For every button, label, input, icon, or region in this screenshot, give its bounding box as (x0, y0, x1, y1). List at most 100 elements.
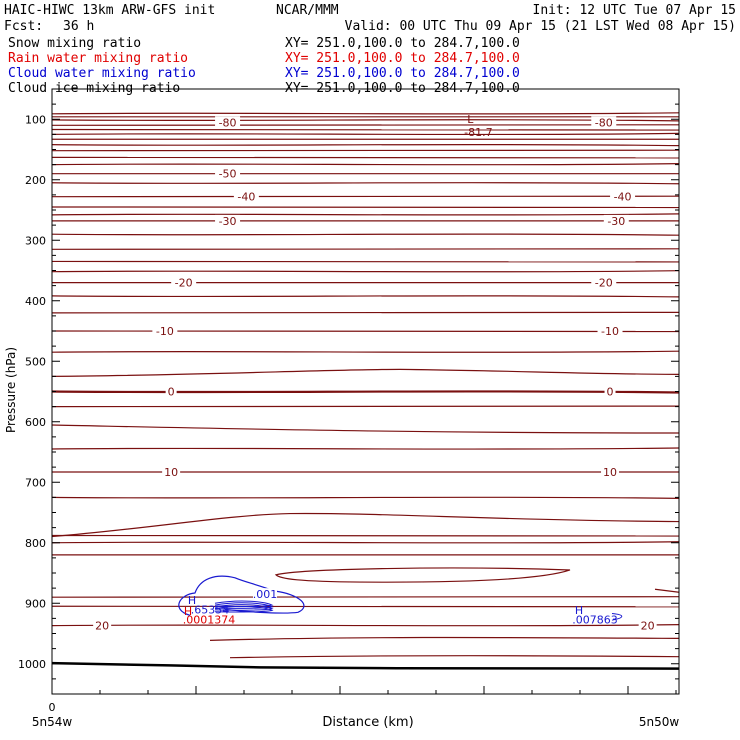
isotherm-line (51, 447, 680, 450)
isotherm-label: 10 (164, 466, 178, 479)
isotherm-line (51, 143, 680, 147)
y-tick-label: 700 (25, 476, 46, 489)
isotherm-label: -30 (219, 215, 237, 228)
isotherm-line (51, 350, 680, 353)
isotherm-line (51, 163, 680, 166)
center-label: NCAR/MMM (276, 3, 339, 18)
isotherm-line (229, 655, 680, 659)
isotherm-line (51, 496, 680, 499)
x-tick-label-0: 0 (49, 701, 56, 714)
field-name-2: Cloud water mixing ratio (8, 66, 196, 81)
isotherm-line (51, 270, 680, 273)
cloud-water-second-max-symbol: H (575, 604, 583, 617)
isotherm-line (51, 541, 680, 544)
isotherm-line (51, 368, 680, 377)
y-tick-label: 600 (25, 416, 46, 429)
x-axis-label: Distance (km) (322, 715, 413, 730)
isotherm-line (51, 128, 680, 131)
isotherm-line (51, 149, 680, 152)
init-time: Init: 12 UTC Tue 07 Apr 15 (533, 3, 737, 18)
cloud-water-inner-contour (214, 602, 274, 609)
cloud-water-contour-label-bg (253, 588, 277, 601)
field-name-0: Snow mixing ratio (8, 36, 141, 51)
field-legend: Snow mixing ratio XY= 251.0,100.0 to 284.… (8, 36, 520, 96)
isotherm-label-bg (638, 619, 657, 632)
fcst-label: Fcst: (4, 19, 43, 34)
x-end-label: 5n50w (639, 715, 680, 729)
isotherm-label: -10 (156, 325, 174, 338)
isotherm-line (51, 124, 680, 126)
isotherm-line (51, 248, 680, 251)
fcst-value: 36 h (63, 19, 94, 34)
isotherm-label-bg (215, 214, 241, 227)
isotherm-label: -80 (595, 116, 613, 129)
y-tick-label: 900 (25, 597, 46, 610)
closed-isotherm (274, 567, 571, 583)
isotherm-line (51, 390, 680, 394)
x-start-label: 5n54w (32, 715, 73, 729)
isotherm-line (51, 233, 680, 236)
isotherm-label: 20 (641, 620, 655, 633)
isotherm-label: 20 (95, 620, 109, 633)
y-tick-label: 100 (25, 113, 46, 126)
isotherm-label-bg (215, 116, 241, 129)
cloud-water-second-max-value: .007863 (572, 614, 618, 627)
isotherm-label: -30 (607, 215, 625, 228)
plot-area: -80 -80-50-40 -40-30 -30-20 -20-10 -100 010 102… (18, 88, 680, 695)
isotherm-label-bg (610, 190, 636, 203)
isotherm-label-bg (604, 385, 616, 398)
isotherm-label: 0 (168, 386, 175, 399)
isotherm-label: -10 (601, 325, 619, 338)
isotherm-label-bg (603, 214, 629, 227)
isotherm-line (654, 588, 680, 593)
cloud-water-inner-contour (214, 604, 274, 611)
field-name-1: Rain water mixing ratio (8, 51, 188, 66)
isotherm-line (51, 182, 680, 185)
cloud-water-contour-label: .001 (253, 588, 278, 601)
isotherm-line (51, 424, 680, 434)
y-tick-label: 800 (25, 537, 46, 550)
isotherm-line (51, 132, 680, 136)
isotherm-label-bg (152, 325, 178, 337)
isotherm-label-bg (215, 167, 241, 180)
y-tick-label: 1000 (18, 658, 46, 671)
model-title: HAIC-HIWC 13km ARW-GFS init (4, 3, 215, 18)
isotherm-line (51, 195, 680, 198)
cloud-water-contour-right (611, 613, 623, 621)
isotherm-line (209, 636, 680, 641)
y-tick-label: 400 (25, 295, 46, 308)
isotherm-label-bg (93, 619, 112, 632)
isotherm-line (51, 534, 680, 537)
isotherm-line (51, 624, 680, 627)
y-tick-label: 300 (25, 234, 46, 247)
isotherm-line (51, 512, 680, 538)
y-tick-label: 500 (25, 355, 46, 368)
isotherm-line (51, 295, 680, 298)
isotherm-label-bg (171, 276, 197, 289)
rain-water-max-value: .0001374 (183, 614, 236, 627)
isotherm-label-bg (597, 325, 623, 337)
y-tick-label: 200 (25, 174, 46, 187)
field-xy-1: XY= 251.0,100.0 to 284.7,100.0 (285, 51, 520, 66)
low-value: -81.7 (464, 126, 492, 139)
rain-water-max-symbol: H (184, 605, 192, 618)
isotherm-line (51, 112, 680, 115)
isotherm-line (51, 260, 680, 263)
cloud-water-max-value: .65354 (191, 603, 230, 616)
isotherm-label: -40 (614, 191, 632, 204)
cloud-water-contour (178, 575, 305, 616)
isotherm-label: 0 (607, 386, 614, 399)
field-xy-2: XY= 251.0,100.0 to 284.7,100.0 (285, 66, 520, 81)
isotherm-label: -20 (175, 277, 193, 290)
isotherm-label-bg (165, 385, 177, 398)
cloud-water-max-symbol: H (188, 594, 196, 607)
isotherm-label: -80 (219, 116, 237, 129)
isotherm-line (51, 596, 680, 598)
valid-time: Valid: 00 UTC Thu 09 Apr 15 (21 LST Wed … (345, 19, 736, 34)
isotherm-line (51, 156, 680, 159)
y-axis-label: Pressure (hPa) (4, 347, 18, 433)
terrain-line (51, 661, 680, 670)
cloud-water-inner-contour (214, 605, 274, 613)
